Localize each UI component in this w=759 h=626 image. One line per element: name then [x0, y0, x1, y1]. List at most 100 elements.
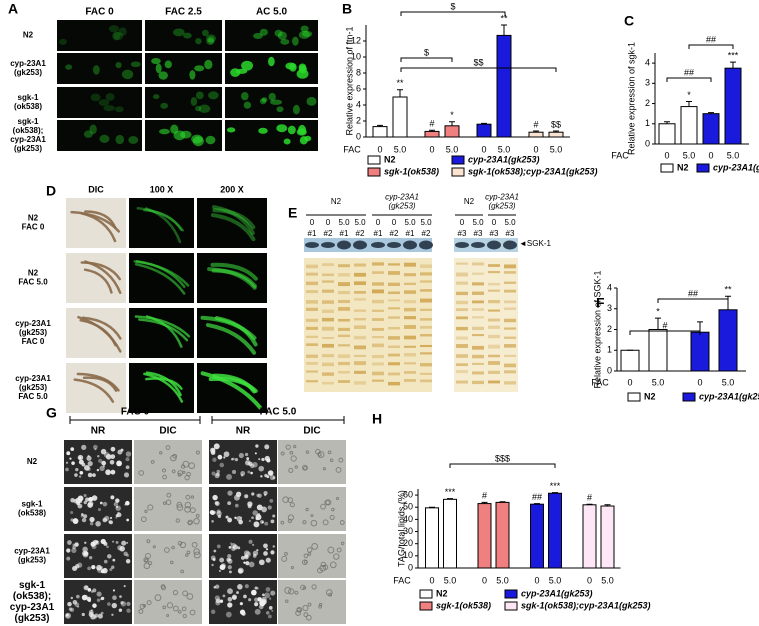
y-tick-label: 40: [403, 514, 413, 524]
lipid-droplet: [121, 540, 127, 546]
lipid-droplet: [260, 598, 266, 605]
lipid-droplet: [116, 505, 119, 509]
error-bar: [481, 501, 488, 504]
bar: [648, 329, 668, 372]
fluorescent-spot: [65, 64, 73, 70]
gel-band: [488, 264, 500, 267]
lipid-droplet: [315, 448, 321, 455]
gel-band: [338, 318, 350, 322]
lipid-droplet: [228, 570, 232, 574]
gel-band: [504, 354, 516, 357]
lipid-droplet: [92, 473, 96, 478]
lipid-droplet: [336, 547, 342, 553]
gel-band: [504, 370, 516, 374]
lipid-droplet: [109, 460, 115, 465]
lipid-droplet: [89, 556, 93, 560]
column-header: FAC 2.5: [165, 7, 202, 18]
worm: [144, 207, 182, 244]
gel-band: [388, 271, 400, 275]
lipid-droplet: [294, 590, 299, 595]
y-axis-title: Relative expression of sgk-1: [626, 42, 636, 155]
error-bar: [686, 101, 692, 107]
gel-band: [504, 336, 516, 339]
lipid-droplet: [227, 554, 232, 559]
lipid-droplet: [83, 594, 89, 600]
legend-swatch: [419, 601, 433, 611]
error-bar: [553, 130, 559, 133]
gel: [454, 258, 518, 392]
lipid-droplet: [238, 452, 244, 459]
lipid-droplet: [76, 594, 80, 599]
fluorescent-spot: [98, 99, 110, 107]
lipid-droplet: [232, 469, 237, 474]
gel-band: [420, 308, 432, 311]
gel-band: [472, 291, 484, 295]
gel-band: [388, 316, 400, 319]
lipid-droplet: [83, 585, 89, 591]
lipid-droplet: [146, 539, 151, 544]
worm: [145, 371, 182, 397]
lipid-droplet: [166, 492, 172, 498]
y-tick-label: 4: [607, 282, 612, 292]
lipid-droplet: [264, 592, 271, 599]
lipid-droplet: [230, 543, 237, 549]
legend-swatch: [451, 155, 465, 165]
fluorescent-spot: [268, 56, 275, 67]
lipid-droplet: [182, 590, 189, 597]
lipid-droplet: [87, 598, 92, 603]
worm: [210, 262, 258, 281]
y-tick-label: 20: [403, 538, 413, 548]
lipid-droplet: [85, 497, 90, 502]
gel-band: [388, 307, 400, 310]
comparison-label: ##: [706, 34, 716, 44]
lipid-droplet: [339, 520, 345, 525]
lipid-droplet: [307, 552, 312, 556]
gel-band: [306, 354, 318, 358]
gel-band: [322, 289, 334, 293]
worm: [200, 315, 257, 340]
worm: [83, 268, 113, 294]
lipid-droplet: [288, 467, 294, 473]
lipid-droplet: [87, 472, 93, 478]
lipid-droplet: [230, 458, 234, 461]
bar: [495, 501, 510, 569]
group-label: (gk253): [388, 202, 415, 211]
lipid-droplet: [95, 540, 100, 545]
gel-band: [354, 381, 366, 385]
lipid-droplet: [101, 460, 107, 466]
lipid-droplet: [102, 501, 108, 507]
lipid-droplet: [269, 474, 276, 481]
fluorescent-spot: [298, 65, 307, 74]
fluorescent-spot: [268, 92, 276, 101]
x-tick-label: 0: [708, 150, 713, 160]
lipid-droplet: [99, 465, 105, 472]
gel-band: [306, 343, 318, 347]
fluorescent-spot: [191, 134, 203, 144]
lipid-droplet: [284, 552, 288, 556]
lipid-droplet: [191, 541, 198, 548]
gel-band: [456, 336, 468, 340]
lipid-droplet: [150, 459, 155, 464]
lipid-droplet: [285, 599, 289, 604]
fluorescent-spot: [283, 138, 291, 145]
bar: [724, 67, 742, 145]
lipid-droplet: [143, 557, 149, 563]
y-tick-label: 6: [356, 83, 361, 93]
fluorescent-spot: [180, 130, 192, 139]
gel-band: [420, 372, 432, 375]
fluorescent-spot: [103, 105, 115, 112]
lipid-droplet: [211, 520, 214, 523]
micrograph: [225, 87, 318, 118]
lipid-droplet: [189, 507, 196, 514]
lipid-droplet: [317, 567, 323, 574]
lipid-droplet: [266, 611, 270, 615]
y-tick-label: 2: [645, 98, 650, 108]
gel-band: [404, 262, 416, 267]
lipid-droplet: [248, 561, 255, 568]
y-tick-label: 10: [403, 550, 413, 560]
row-label: cyp-23A1: [15, 374, 51, 383]
fluorescent-spot: [301, 30, 313, 38]
x-tick-label: 5.0: [549, 575, 562, 585]
gel-band: [456, 380, 468, 384]
